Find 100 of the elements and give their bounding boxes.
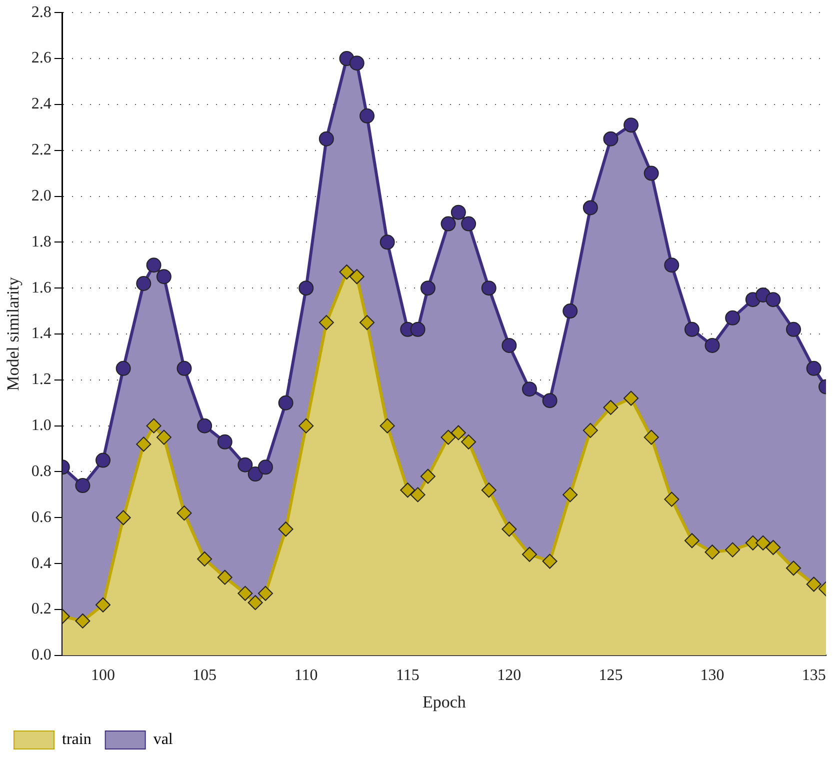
point bbox=[624, 118, 639, 133]
point bbox=[410, 487, 426, 502]
point bbox=[766, 292, 781, 308]
point bbox=[664, 492, 680, 507]
point bbox=[562, 487, 578, 502]
x-tick-label: 115 bbox=[396, 667, 420, 684]
y-tick-label: 1.6 bbox=[31, 279, 52, 296]
point bbox=[156, 430, 172, 445]
point bbox=[644, 430, 659, 445]
point bbox=[420, 468, 436, 484]
point bbox=[360, 108, 375, 124]
point bbox=[440, 216, 456, 232]
point bbox=[258, 586, 273, 601]
point bbox=[278, 522, 294, 537]
point bbox=[360, 315, 375, 330]
point bbox=[217, 570, 232, 585]
point bbox=[542, 393, 558, 408]
point bbox=[238, 457, 253, 472]
y-tick-label: 0.6 bbox=[31, 508, 52, 526]
point bbox=[349, 269, 364, 284]
y-axis-title: Model similarity bbox=[4, 276, 23, 391]
point bbox=[176, 360, 192, 376]
point bbox=[197, 418, 212, 434]
point bbox=[603, 131, 618, 146]
point bbox=[248, 466, 263, 482]
point bbox=[258, 460, 273, 475]
point bbox=[481, 482, 496, 498]
point bbox=[248, 595, 263, 610]
point bbox=[420, 280, 436, 296]
y-tick-label: 2.8 bbox=[31, 4, 52, 21]
x-tick-label: 130 bbox=[700, 667, 724, 684]
point bbox=[450, 425, 466, 440]
point bbox=[704, 544, 720, 560]
x-axis-title: Epoch bbox=[422, 692, 466, 712]
point bbox=[349, 56, 364, 71]
point bbox=[318, 131, 334, 146]
point bbox=[704, 338, 720, 353]
point bbox=[664, 258, 680, 273]
x-tick-label: 125 bbox=[598, 667, 623, 684]
point bbox=[146, 258, 162, 273]
point bbox=[238, 586, 253, 601]
legend-label: train bbox=[62, 731, 92, 748]
point bbox=[766, 540, 781, 555]
point bbox=[116, 510, 131, 526]
point bbox=[75, 478, 90, 494]
point bbox=[684, 322, 700, 337]
point bbox=[542, 554, 558, 569]
point bbox=[786, 322, 802, 337]
point bbox=[298, 280, 314, 296]
y-tick-label: 0.4 bbox=[31, 554, 52, 572]
point bbox=[176, 506, 192, 521]
point bbox=[502, 522, 517, 537]
point bbox=[136, 436, 152, 452]
point bbox=[461, 434, 476, 450]
point bbox=[96, 452, 111, 468]
y-tick-label: 2.0 bbox=[31, 187, 52, 204]
x-tick-label: 110 bbox=[294, 667, 318, 684]
point bbox=[450, 204, 466, 220]
y-tick-label: 2.6 bbox=[31, 50, 52, 67]
x-tick-label: 120 bbox=[497, 667, 522, 684]
point bbox=[339, 264, 354, 280]
point bbox=[318, 315, 334, 330]
y-tick-label: 0.8 bbox=[31, 462, 52, 480]
point bbox=[96, 597, 111, 612]
point bbox=[136, 276, 152, 291]
point bbox=[562, 304, 578, 319]
point bbox=[197, 551, 212, 566]
point bbox=[725, 310, 740, 326]
point bbox=[298, 418, 314, 434]
point bbox=[582, 422, 598, 438]
y-tick-label: 1.8 bbox=[31, 233, 52, 250]
y-tick-label: 1.2 bbox=[31, 371, 52, 388]
point bbox=[380, 234, 395, 250]
point bbox=[440, 430, 456, 445]
y-tick-label: 2.2 bbox=[31, 142, 52, 159]
point bbox=[725, 542, 740, 558]
point bbox=[481, 280, 496, 296]
point bbox=[410, 322, 426, 337]
point bbox=[461, 216, 476, 232]
point bbox=[522, 546, 537, 562]
x-tick-label: 135 bbox=[802, 667, 826, 684]
point bbox=[603, 400, 618, 415]
point bbox=[278, 395, 294, 410]
point bbox=[756, 535, 771, 550]
point bbox=[156, 269, 172, 284]
point bbox=[380, 418, 395, 434]
point bbox=[684, 533, 700, 548]
x-tick-label: 100 bbox=[91, 667, 116, 684]
point bbox=[806, 360, 822, 376]
point bbox=[116, 360, 131, 376]
legend-label: val bbox=[153, 731, 174, 748]
point bbox=[522, 382, 537, 397]
point bbox=[806, 576, 822, 592]
point bbox=[624, 390, 639, 406]
point bbox=[582, 200, 598, 216]
y-tick-label: 1.4 bbox=[31, 325, 52, 342]
point bbox=[400, 482, 416, 498]
y-tick-label: 0.0 bbox=[31, 646, 52, 664]
point bbox=[217, 434, 232, 450]
x-tick-label: 105 bbox=[192, 667, 217, 684]
